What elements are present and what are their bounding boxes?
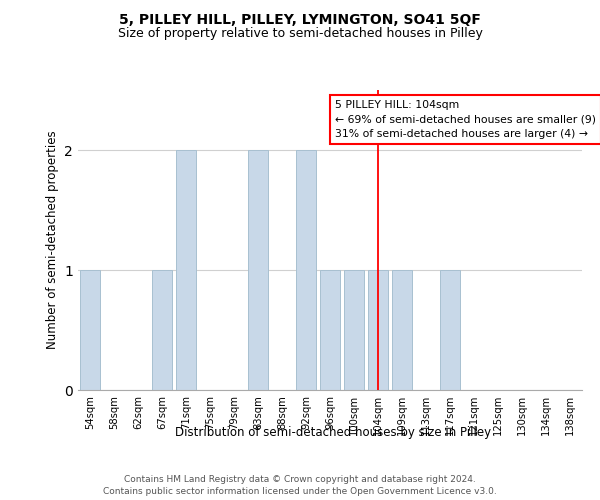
Bar	[80, 270, 100, 390]
Text: Size of property relative to semi-detached houses in Pilley: Size of property relative to semi-detach…	[118, 28, 482, 40]
Bar	[392, 270, 412, 390]
Bar	[248, 150, 268, 390]
Bar	[296, 150, 316, 390]
Bar	[344, 270, 364, 390]
Text: 5, PILLEY HILL, PILLEY, LYMINGTON, SO41 5QF: 5, PILLEY HILL, PILLEY, LYMINGTON, SO41 …	[119, 12, 481, 26]
Text: Contains public sector information licensed under the Open Government Licence v3: Contains public sector information licen…	[103, 486, 497, 496]
Text: 5 PILLEY HILL: 104sqm
← 69% of semi-detached houses are smaller (9)
31% of semi-: 5 PILLEY HILL: 104sqm ← 69% of semi-deta…	[335, 100, 596, 139]
Bar	[176, 150, 196, 390]
Bar	[440, 270, 460, 390]
Y-axis label: Number of semi-detached properties: Number of semi-detached properties	[46, 130, 59, 350]
Bar	[152, 270, 172, 390]
Text: Contains HM Land Registry data © Crown copyright and database right 2024.: Contains HM Land Registry data © Crown c…	[124, 474, 476, 484]
Bar	[368, 270, 388, 390]
Bar	[320, 270, 340, 390]
Text: Distribution of semi-detached houses by size in Pilley: Distribution of semi-detached houses by …	[175, 426, 491, 439]
